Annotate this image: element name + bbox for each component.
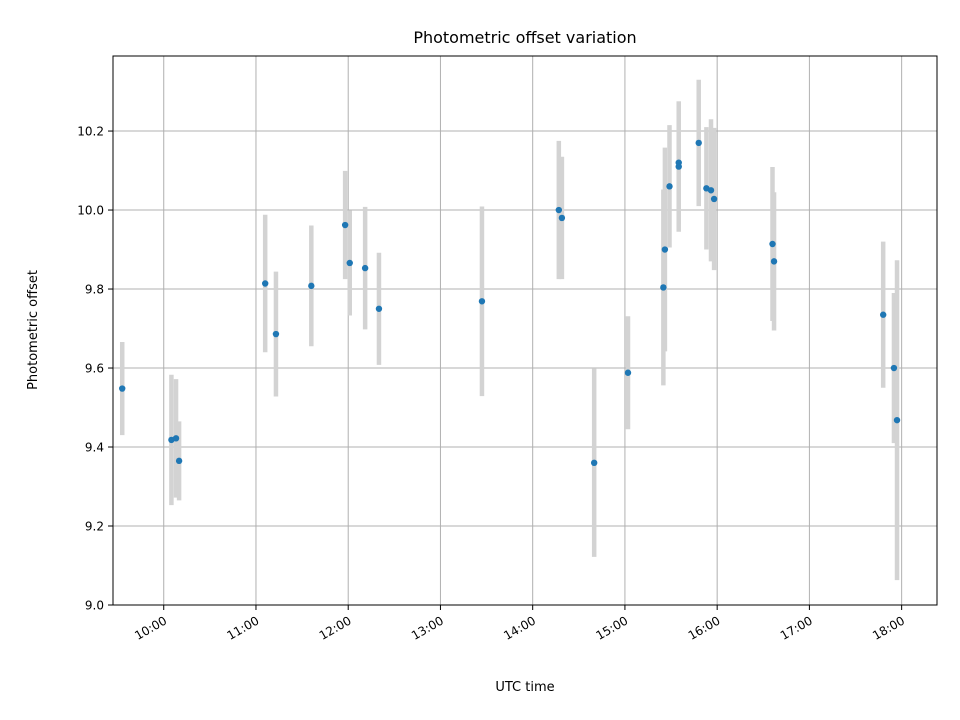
y-tick-label: 9.8 <box>85 283 104 297</box>
data-point <box>675 163 682 170</box>
data-point <box>119 385 126 392</box>
data-point <box>666 183 673 190</box>
data-point <box>893 416 901 424</box>
data-point <box>478 298 486 305</box>
data-point <box>710 195 718 203</box>
y-axis-ticks: 9.0 9.2 9.4 9.6 9.8 10.0 10.2 <box>77 125 113 613</box>
data-point <box>695 139 702 147</box>
data-point <box>890 364 898 372</box>
data-point <box>361 264 369 272</box>
data-points <box>119 139 901 467</box>
data-point <box>624 369 632 376</box>
y-tick-label: 10.0 <box>77 204 104 218</box>
x-axis-label: UTC time <box>495 680 554 695</box>
data-point <box>261 280 269 287</box>
y-tick-label: 9.6 <box>85 362 104 376</box>
chart-title: Photometric offset variation <box>413 28 636 47</box>
data-point <box>175 457 183 465</box>
data-point <box>341 221 349 229</box>
data-point <box>879 311 887 318</box>
data-point <box>172 435 180 442</box>
data-point <box>308 282 315 290</box>
data-point <box>555 206 563 214</box>
y-tick-label: 9.2 <box>85 520 104 534</box>
y-tick-label: 9.0 <box>85 599 104 613</box>
y-tick-label: 10.2 <box>77 125 104 139</box>
data-point <box>707 187 715 194</box>
data-point <box>769 240 776 248</box>
data-point <box>660 284 667 291</box>
y-axis-label: Photometric offset <box>26 270 41 390</box>
data-point <box>661 246 669 253</box>
y-tick-label: 9.4 <box>85 441 104 455</box>
data-point <box>346 259 353 267</box>
data-point <box>590 459 598 467</box>
data-point <box>770 258 778 265</box>
data-point <box>375 305 383 312</box>
data-point <box>272 330 280 338</box>
plot-frame <box>112 55 938 606</box>
data-point <box>558 214 566 222</box>
